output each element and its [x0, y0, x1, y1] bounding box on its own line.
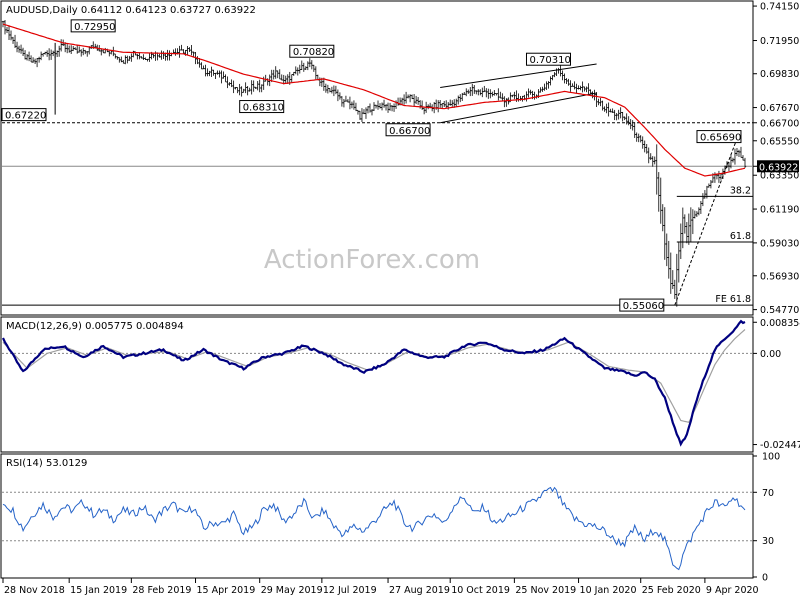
annotation-label: 0.68310 — [243, 103, 284, 114]
macd-panel: 0.008354 0.00 -0.02447 — [2, 318, 800, 451]
x-tick-label: 25 Nov 2019 — [515, 585, 576, 596]
annotation-label: 0.55060 — [623, 301, 664, 312]
channel-upper — [440, 63, 597, 89]
y-tick-label: 0.74150 — [760, 2, 799, 13]
y-tick-label: -0.02447 — [760, 440, 800, 451]
x-tick-label: 9 Apr 2020 — [706, 585, 759, 596]
annotation-label: 0.67220 — [5, 111, 46, 122]
annotation-box — [1, 108, 47, 122]
y-tick-label: 0.69830 — [760, 69, 799, 80]
y-tick-label: 0.61190 — [760, 205, 799, 216]
y-tick-label: 0.66700 — [760, 118, 799, 129]
rsi-header: RSI(14) 53.0129 — [6, 458, 87, 469]
fib-label: 61.8 — [730, 231, 751, 242]
annotation-box — [525, 52, 571, 66]
annotation-label: 0.65690 — [700, 133, 741, 144]
y-tick-label: 0.008354 — [760, 318, 800, 329]
x-tick-label: 15 Apr 2019 — [197, 585, 256, 596]
x-tick-label: 12 Jul 2019 — [323, 585, 377, 596]
x-tick-label: 28 Feb 2019 — [132, 585, 191, 596]
annotation-box — [619, 298, 665, 312]
rsi-panel: 100 70 30 0 — [2, 452, 780, 584]
y-tick-label: 30 — [762, 536, 774, 547]
rsi-panel-frame — [0, 453, 754, 579]
macd-panel-frame — [0, 316, 754, 453]
fib-label: FE 61.8 — [715, 294, 751, 305]
last-price-box — [757, 160, 799, 173]
y-tick-label: 0.54770 — [760, 305, 799, 316]
x-tick-label: 29 May 2019 — [261, 585, 323, 596]
x-tick-label: 15 Jan 2019 — [70, 585, 127, 596]
y-tick-label: 0.71950 — [760, 36, 799, 47]
price-panel-frame — [0, 0, 754, 316]
y-tick-label: 0.65550 — [760, 136, 799, 147]
macd-header: MACD(12,26,9) 0.005775 0.004894 — [6, 321, 184, 332]
price-header: AUDUSD,Daily 0.64112 0.64123 0.63727 0.6… — [6, 5, 256, 16]
moving-average-line — [2, 23, 746, 177]
rsi-line — [2, 486, 746, 571]
annotation-box — [289, 44, 335, 58]
x-tick-label: 25 Feb 2020 — [642, 585, 701, 596]
y-tick-label: 0.56930 — [760, 271, 799, 282]
last-price-label: 0.63922 — [759, 162, 798, 173]
y-tick-label: 0 — [762, 573, 768, 584]
x-tick-label: 10 Oct 2019 — [451, 585, 510, 596]
fib-label: 38.2 — [730, 185, 751, 196]
y-tick-label: 70 — [762, 488, 774, 499]
x-axis: 28 Nov 2018 15 Jan 2019 28 Feb 2019 15 Apr … — [2, 578, 759, 596]
annotation-box — [70, 19, 116, 33]
price-panel: 0.74150 0.71950 0.69830 0.67670 0.66700 0.655… — [1, 2, 799, 316]
y-tick-label: 0.00 — [760, 349, 781, 360]
annotation-box — [239, 100, 285, 114]
channel-lower — [440, 92, 597, 124]
y-tick-label: 0.63350 — [760, 171, 799, 182]
annotation-label: 0.70820 — [293, 47, 334, 58]
x-tick-label: 27 Aug 2019 — [389, 585, 450, 596]
annotation-label: 0.70310 — [529, 55, 570, 66]
watermark: ActionForex.com — [264, 245, 480, 275]
y-tick-label: 0.67670 — [760, 103, 799, 114]
annotation-label: 0.72950 — [74, 22, 115, 33]
y-tick-label: 0.59030 — [760, 238, 799, 249]
annotation-box — [696, 130, 742, 144]
y-tick-label: 100 — [762, 452, 780, 463]
macd-line — [2, 319, 746, 447]
x-tick-label: 10 Jan 2020 — [580, 585, 637, 596]
annotation-label: 0.66700 — [389, 126, 430, 137]
annotation-box — [385, 123, 431, 137]
x-tick-label: 28 Nov 2018 — [4, 585, 65, 596]
